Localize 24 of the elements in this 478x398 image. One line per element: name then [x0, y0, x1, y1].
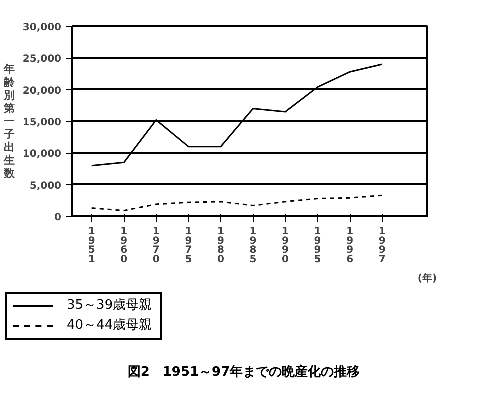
- x-tick-label: 1997: [378, 226, 386, 266]
- line-series: [91, 194, 384, 212]
- x-tick-label: 1970: [152, 226, 160, 266]
- y-tick-label: 25,000: [22, 54, 62, 66]
- x-axis-title: (年): [418, 272, 438, 285]
- x-tick-label: 1960: [120, 226, 128, 266]
- x-tick-label: 1951: [88, 226, 96, 266]
- x-tick-label: 1975: [185, 226, 192, 266]
- y-tick-label: 30,000: [22, 22, 62, 34]
- legend-label: 40～44歳母親: [67, 316, 152, 335]
- y-tick-label: 0: [54, 212, 62, 224]
- x-tick-label: 1990: [282, 226, 290, 266]
- line-series: [91, 64, 384, 167]
- x-tick-label: 1985: [250, 226, 257, 266]
- x-tick-label: 1980: [217, 226, 224, 266]
- y-tick-label: 20,000: [22, 86, 62, 97]
- y-tick-label: 5,000: [30, 180, 62, 192]
- text: 図2 1951～97年までの晩産化の推移: [126, 364, 362, 382]
- x-tick-label: 1996: [346, 226, 354, 266]
- x-tick-label: 1995: [314, 226, 322, 266]
- legend-label: 35～39歳母親: [67, 296, 152, 315]
- text: 年齢別第一子出生数: [4, 63, 15, 180]
- y-tick-label: 15,000: [22, 118, 62, 128]
- y-tick-label: 10,000: [22, 149, 62, 160]
